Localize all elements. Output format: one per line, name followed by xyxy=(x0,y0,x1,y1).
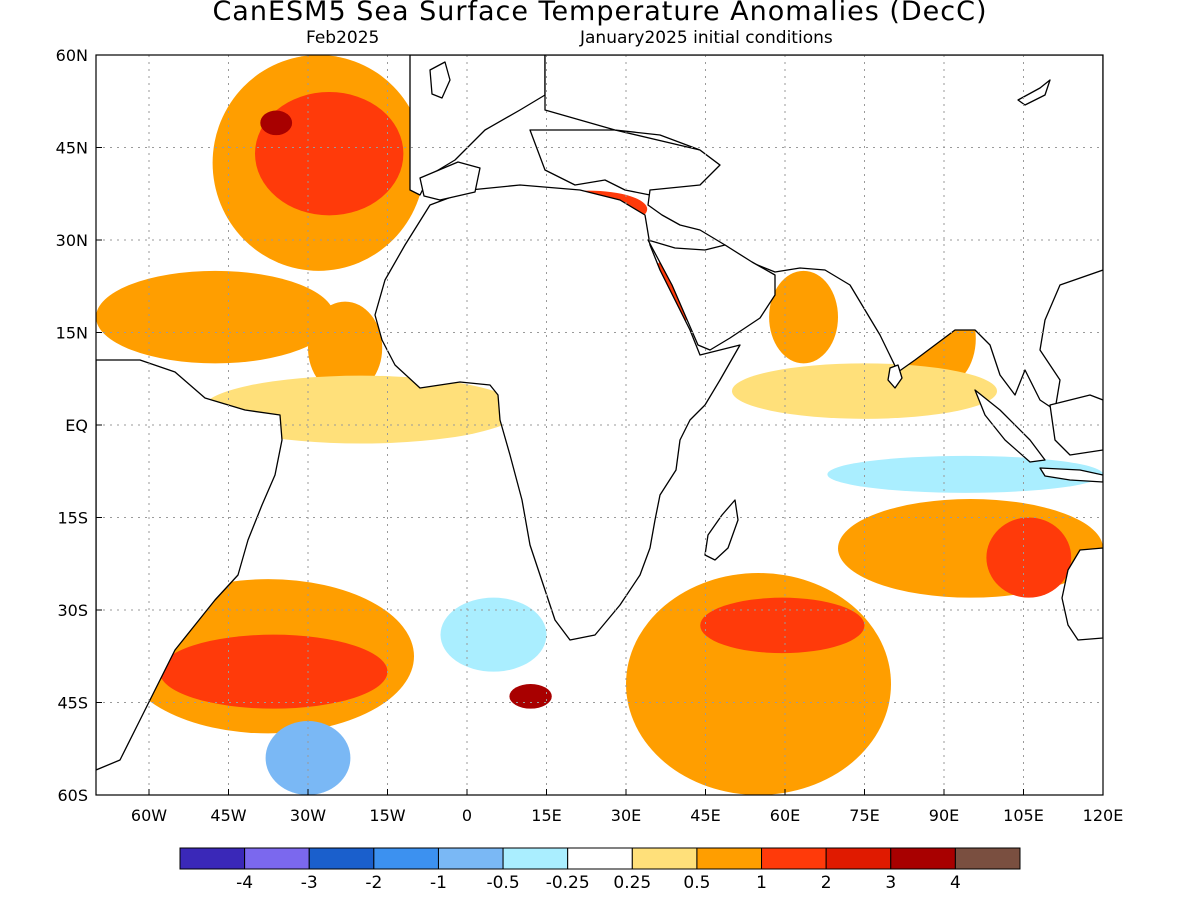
lon-tick-label: 105E xyxy=(1003,806,1044,825)
land-masses xyxy=(96,55,1103,771)
colorbar-label: -0.25 xyxy=(546,873,590,893)
lon-tick-label: 30W xyxy=(290,806,326,825)
map-title: CanESM5 Sea Surface Temperature Anomalie… xyxy=(212,0,988,27)
landmass-java xyxy=(1039,467,1103,483)
landmass-south-america xyxy=(96,359,283,771)
colorbar-swatch xyxy=(631,847,698,870)
anomaly-region-equatorial-indian-cool xyxy=(827,455,1103,493)
colorbar-swatch xyxy=(696,847,763,870)
colorbar-label: -2 xyxy=(365,873,382,893)
colorbar-swatch xyxy=(179,847,246,870)
colorbar-swatch xyxy=(954,847,1021,870)
initial-conditions-label: January2025 initial conditions xyxy=(580,28,833,48)
lon-tick-label: 45E xyxy=(690,806,720,825)
colorbar-swatch xyxy=(437,847,504,870)
colorbar-swatch xyxy=(373,847,439,870)
anomaly-region-arabian-sea-warm xyxy=(769,270,838,364)
colorbar-label: -0.5 xyxy=(486,873,519,893)
landmass-iberia xyxy=(419,161,481,201)
lon-tick-label: 30E xyxy=(611,806,641,825)
valid-month-label: Feb2025 xyxy=(306,28,380,48)
colorbar-label: 3 xyxy=(885,873,896,893)
colorbar-label: 2 xyxy=(821,873,832,893)
lon-tick-label: 0 xyxy=(462,806,472,825)
anomaly-region-north-atlantic-core xyxy=(255,92,404,216)
lon-tick-label: 60W xyxy=(131,806,167,825)
landmass-australia xyxy=(1061,547,1103,641)
anomaly-region-north-atlantic-max xyxy=(260,110,293,136)
landmass-uk xyxy=(429,61,451,99)
landmass-sumatra xyxy=(974,389,1046,463)
colorbar-swatch xyxy=(244,847,310,870)
lon-tick-label: 75E xyxy=(849,806,879,825)
latitude-axis: 60N 45N 30N 15N EQ 15S 30S 45S 60S xyxy=(56,46,102,805)
colorbar-swatch xyxy=(761,847,827,870)
colorbar-swatch xyxy=(502,847,569,870)
lon-tick-label: 60E xyxy=(770,806,800,825)
colorbar-label: -4 xyxy=(236,873,253,893)
lat-tick-label: 15N xyxy=(56,324,88,343)
anomaly-region-eastern-tropical-atlantic xyxy=(308,301,383,395)
lon-tick-label: 15E xyxy=(531,806,561,825)
anomaly-region-agulhas-max xyxy=(509,684,552,709)
colorbar-swatch xyxy=(308,847,375,870)
lat-tick-label: 45N xyxy=(56,139,88,158)
lat-tick-label: 30S xyxy=(57,601,88,620)
anomaly-region-east-indian-core xyxy=(986,517,1072,598)
colorbar-label: 0.5 xyxy=(683,873,710,893)
landmass-arabia xyxy=(647,239,776,351)
colorbar-swatch xyxy=(825,847,892,870)
colorbar-label: 0.25 xyxy=(613,873,651,893)
colorbar-label: 4 xyxy=(950,873,961,893)
anomaly-region-south-indian-core xyxy=(700,597,865,654)
anomaly-region-southwest-atlantic-core xyxy=(159,634,388,709)
lon-tick-label: 120E xyxy=(1083,806,1124,825)
colorbar-swatch xyxy=(890,847,956,870)
landmass-africa xyxy=(374,184,741,641)
lon-tick-label: 45W xyxy=(210,806,246,825)
colorbar-label: -1 xyxy=(430,873,447,893)
colorbar-label: -3 xyxy=(301,873,318,893)
lat-tick-label: 60S xyxy=(57,786,88,805)
colorbar-label: 1 xyxy=(756,873,767,893)
anomaly-region-tropical-atlantic-warm xyxy=(96,270,335,364)
graticule xyxy=(96,55,1103,795)
landmass-madagascar xyxy=(704,499,739,561)
lat-tick-label: 15S xyxy=(57,509,88,528)
lon-tick-label: 15W xyxy=(369,806,405,825)
landmass-sri-lanka xyxy=(887,364,903,389)
colorbar-swatch xyxy=(567,847,633,870)
lat-tick-label: 45S xyxy=(57,694,88,713)
longitude-axis: 60W 45W 30W 15W 0 15E 30E 45E 60E 75E 90E 105E 120E xyxy=(131,789,1123,825)
lat-tick-label: 60N xyxy=(56,46,88,65)
anomaly-region-south-atlantic-cool xyxy=(265,721,351,795)
landmass-asia xyxy=(544,55,1103,411)
colorbar: -4 -3 -2 -1 -0.5 -0.25 0.25 0.5 1 2 3 4 xyxy=(179,847,1021,893)
anomaly-region-central-south-atlantic-cool xyxy=(440,597,547,672)
lon-tick-label: 90E xyxy=(929,806,959,825)
anomaly-field xyxy=(96,55,1103,795)
lat-tick-label: 30N xyxy=(56,231,88,250)
lat-tick-label: EQ xyxy=(65,416,88,435)
